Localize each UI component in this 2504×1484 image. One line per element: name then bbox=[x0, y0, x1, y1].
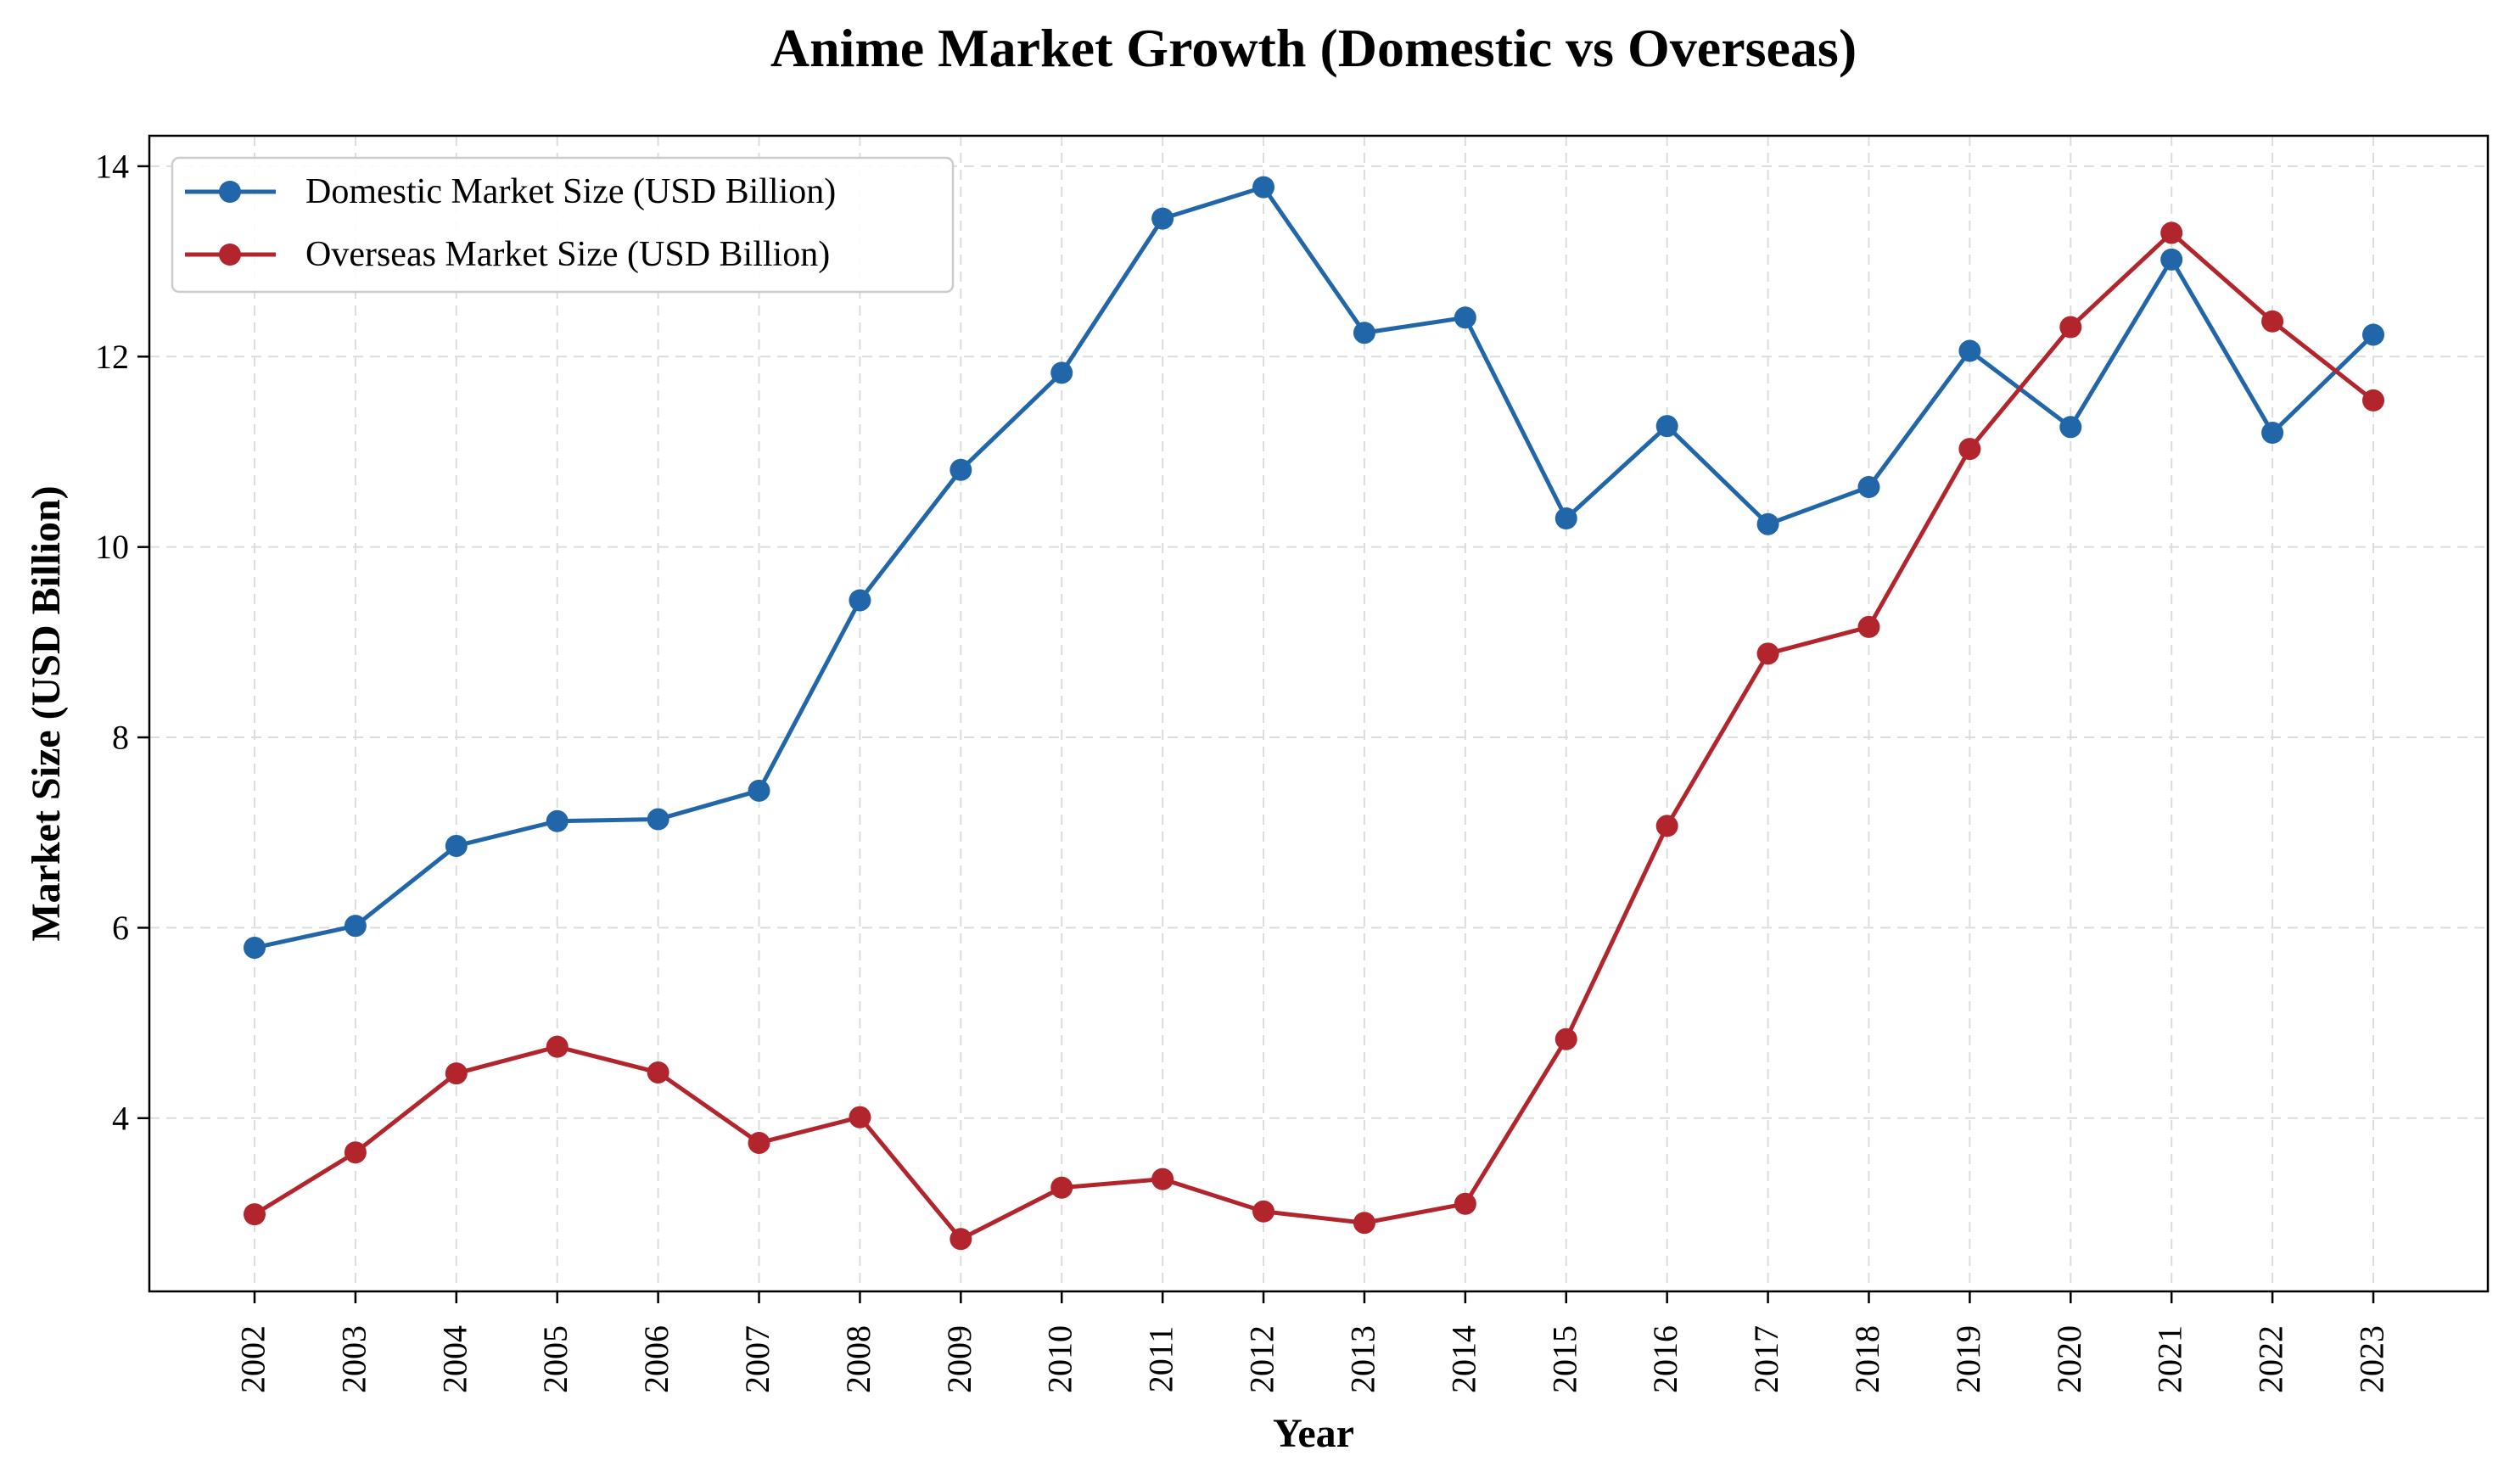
legend: Domestic Market Size (USD Billion) Overse… bbox=[171, 156, 955, 294]
data-point bbox=[1655, 415, 1678, 438]
legend-marker bbox=[219, 181, 241, 203]
x-tick-label: 2018 bbox=[1848, 1325, 1886, 1393]
data-point bbox=[1151, 1168, 1174, 1190]
data-point bbox=[1050, 361, 1073, 384]
data-point bbox=[1655, 815, 1678, 837]
x-tick-label: 2023 bbox=[2353, 1325, 2391, 1393]
x-tick-label: 2008 bbox=[839, 1325, 877, 1393]
x-tick-label: 2015 bbox=[1545, 1325, 1583, 1393]
data-point bbox=[1756, 512, 1779, 535]
data-point bbox=[344, 915, 367, 938]
data-point bbox=[748, 1131, 770, 1154]
data-point bbox=[1958, 339, 1981, 362]
data-point bbox=[445, 834, 468, 857]
data-point bbox=[849, 1106, 871, 1128]
data-point bbox=[1756, 642, 1779, 665]
data-point bbox=[2160, 248, 2183, 271]
data-point bbox=[1252, 176, 1275, 199]
x-tick-label: 2022 bbox=[2252, 1325, 2290, 1393]
y-tick-label: 12 bbox=[95, 338, 129, 376]
y-tick-label: 6 bbox=[112, 909, 129, 947]
x-axis: 2002 2003 2004 2005 2006 2007 2008 2009 2010 2011… bbox=[234, 1291, 2391, 1393]
data-point bbox=[1353, 322, 1375, 344]
x-tick-label: 2007 bbox=[738, 1325, 776, 1393]
data-point bbox=[950, 458, 972, 481]
series-line-1 bbox=[253, 230, 2375, 1241]
y-axis-label: Market Size (USD Billion) bbox=[24, 485, 69, 941]
x-tick-label: 2004 bbox=[435, 1325, 473, 1393]
legend-box bbox=[171, 156, 955, 294]
series-line-0 bbox=[254, 185, 2375, 950]
x-tick-label: 2016 bbox=[1646, 1325, 1684, 1393]
data-point bbox=[344, 1141, 367, 1164]
legend-label: Domestic Market Size (USD Billion) bbox=[305, 172, 836, 211]
x-tick-label: 2003 bbox=[334, 1325, 373, 1393]
x-tick-label: 2002 bbox=[234, 1325, 272, 1393]
data-point bbox=[1050, 1176, 1073, 1199]
x-tick-label: 2019 bbox=[1949, 1325, 1987, 1393]
y-tick-label: 4 bbox=[112, 1099, 129, 1137]
y-tick-label: 14 bbox=[95, 147, 129, 185]
data-point bbox=[647, 808, 669, 831]
data-point bbox=[2059, 416, 2082, 439]
x-tick-label: 2020 bbox=[2050, 1325, 2088, 1393]
chart-title: Anime Market Growth (Domestic vs Oversea… bbox=[770, 18, 1857, 78]
data-point bbox=[1857, 615, 1880, 638]
data-point bbox=[546, 1035, 569, 1058]
grid bbox=[149, 136, 2488, 1291]
x-tick-label: 2021 bbox=[2151, 1325, 2189, 1393]
plot-frame bbox=[148, 134, 2490, 1293]
data-point bbox=[546, 809, 569, 832]
x-tick-label: 2009 bbox=[940, 1325, 978, 1393]
data-point bbox=[244, 936, 266, 959]
data-point bbox=[445, 1062, 468, 1085]
data-point bbox=[1454, 306, 1476, 329]
data-point bbox=[1857, 475, 1880, 498]
y-tick-label: 10 bbox=[95, 528, 129, 566]
x-axis-label: Year bbox=[1273, 1411, 1354, 1456]
data-point bbox=[1454, 1192, 1476, 1215]
data-point bbox=[1554, 507, 1577, 530]
data-point bbox=[1252, 1200, 1275, 1223]
y-axis: 4 6 8 10 12 14 bbox=[95, 147, 149, 1137]
data-point bbox=[2160, 221, 2183, 244]
x-tick-label: 2011 bbox=[1142, 1326, 1180, 1393]
y-tick-label: 8 bbox=[112, 719, 129, 757]
data-point bbox=[2059, 316, 2082, 339]
x-tick-label: 2017 bbox=[1747, 1325, 1785, 1393]
data-point bbox=[1353, 1212, 1375, 1235]
x-tick-label: 2006 bbox=[637, 1325, 675, 1393]
x-tick-label: 2010 bbox=[1041, 1325, 1079, 1393]
data-point bbox=[1554, 1028, 1577, 1050]
data-point bbox=[950, 1228, 972, 1251]
data-point bbox=[1958, 438, 1981, 461]
data-point bbox=[244, 1203, 266, 1226]
x-tick-label: 2013 bbox=[1343, 1325, 1381, 1393]
x-tick-label: 2005 bbox=[536, 1325, 574, 1393]
data-point bbox=[2261, 310, 2284, 333]
legend-marker bbox=[219, 244, 241, 266]
data-point bbox=[2362, 323, 2384, 346]
data-point bbox=[1151, 207, 1174, 230]
data-point bbox=[2362, 389, 2384, 412]
data-point bbox=[748, 779, 770, 802]
data-point bbox=[647, 1061, 669, 1084]
data-point bbox=[2261, 422, 2284, 445]
data-point bbox=[849, 589, 871, 612]
x-tick-label: 2014 bbox=[1444, 1325, 1482, 1393]
series-layer bbox=[244, 176, 2384, 1251]
x-tick-label: 2012 bbox=[1243, 1325, 1281, 1393]
legend-label: Overseas Market Size (USD Billion) bbox=[305, 235, 830, 274]
